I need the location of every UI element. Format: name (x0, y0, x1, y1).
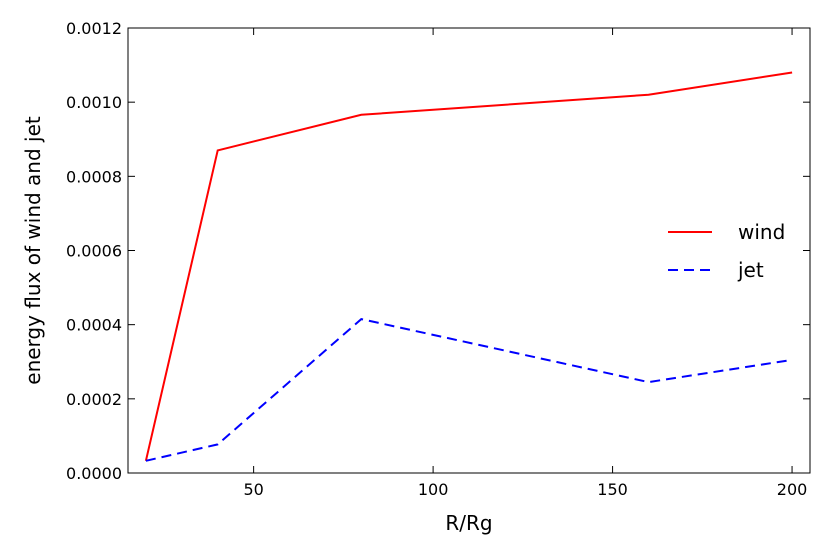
x-tick-label: 100 (418, 480, 449, 499)
y-axis: 0.0000 0.0002 0.0004 0.0006 0.0008 0.0010 0.00… (66, 19, 810, 483)
x-tick-label: 200 (777, 480, 808, 499)
plot-frame (127, 27, 811, 474)
x-axis: 50 100 150 200 (243, 28, 807, 499)
y-tick-label: 0.0002 (66, 390, 122, 409)
x-tick-label: 150 (597, 480, 628, 499)
plot-content (144, 71, 793, 462)
y-tick-label: 0.0004 (66, 316, 122, 335)
series-line-wind (144, 71, 793, 462)
y-tick-label: 0.0012 (66, 19, 122, 38)
legend: wind jet (668, 220, 785, 282)
y-axis-title: energy flux of wind and jet (21, 116, 45, 385)
y-tick-label: 0.0000 (66, 464, 122, 483)
x-tick-label: 50 (243, 480, 263, 499)
y-tick-label: 0.0010 (66, 93, 122, 112)
series-line-jet (145, 318, 793, 462)
y-tick-label: 0.0008 (66, 167, 122, 186)
y-tick-label: 0.0006 (66, 242, 122, 261)
legend-label-wind: wind (738, 220, 785, 244)
x-axis-title: R/Rg (445, 511, 492, 535)
legend-label-jet: jet (737, 258, 764, 282)
